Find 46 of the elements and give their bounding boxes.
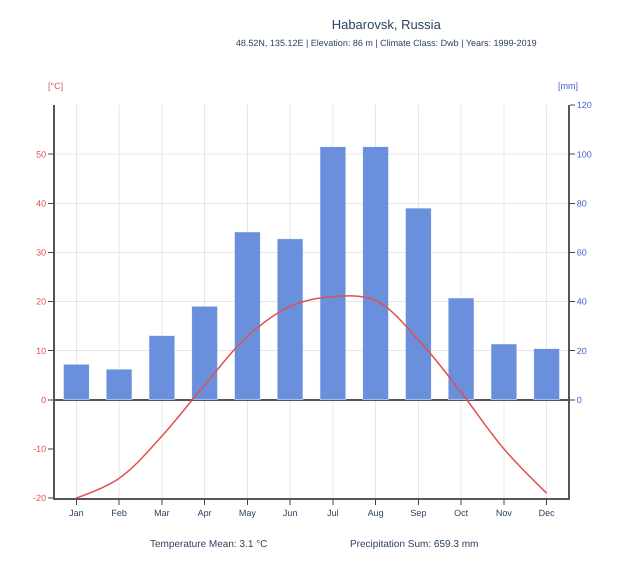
y2-axis-title: [mm] — [558, 81, 578, 91]
bar — [106, 369, 132, 400]
y-tick-label: 0 — [41, 394, 46, 405]
bar — [405, 208, 432, 400]
x-tick-label: Dec — [538, 508, 556, 518]
x-tick-label: Jul — [327, 508, 339, 518]
x-tick-label: Nov — [496, 508, 512, 518]
x-tick-label: Mar — [154, 508, 170, 518]
bar — [362, 146, 389, 400]
x-tick-label: Jan — [69, 508, 84, 518]
y-tick-label: -10 — [33, 444, 46, 454]
x-tick-label: May — [238, 508, 256, 518]
y2-tick-label: 40 — [576, 296, 587, 307]
y2-tick-label: 100 — [576, 149, 592, 160]
bar — [148, 335, 175, 400]
x-tick-label: Oct — [454, 508, 469, 518]
y-tick-label: 10 — [36, 346, 46, 356]
y-tick-label: 50 — [36, 149, 46, 160]
y-axis-title: [°C] — [48, 81, 64, 91]
x-tick-label: Sep — [410, 508, 426, 518]
bar — [277, 238, 304, 400]
chart-title: Habarovsk, Russia — [332, 17, 442, 32]
y-tick-label: 30 — [36, 248, 46, 258]
y-tick-label: 40 — [36, 198, 46, 208]
y2-tick-label: 60 — [576, 248, 587, 258]
x-tick-label: Jun — [282, 508, 298, 518]
y-tick-label: -20 — [33, 493, 46, 504]
bar — [534, 348, 560, 400]
bar — [448, 298, 474, 400]
x-tick-label: Apr — [198, 508, 212, 518]
x-tick-label: Feb — [111, 508, 127, 518]
bar — [490, 344, 517, 400]
line-series — [76, 295, 548, 498]
bar — [234, 232, 260, 400]
y-tick-label: 20 — [36, 296, 46, 307]
y2-tick-label: 80 — [576, 198, 587, 208]
bar — [63, 364, 90, 400]
text: Precipitation Sum: 659.3 mm — [350, 539, 478, 550]
bar — [320, 146, 346, 400]
y2-tick-label: 0 — [576, 394, 582, 405]
y2-tick-label: 20 — [576, 346, 587, 356]
y2-tick-label: 120 — [576, 100, 592, 110]
x-tick-label: Aug — [368, 508, 384, 518]
bar — [192, 306, 218, 400]
chart-subtitle: 48.52N, 135.12E | Elevation: 86 m | Climate Class: Dwb | Years: 1999-2019 — [236, 38, 537, 48]
text: Temperature Mean: 3.1 °C — [150, 539, 268, 550]
